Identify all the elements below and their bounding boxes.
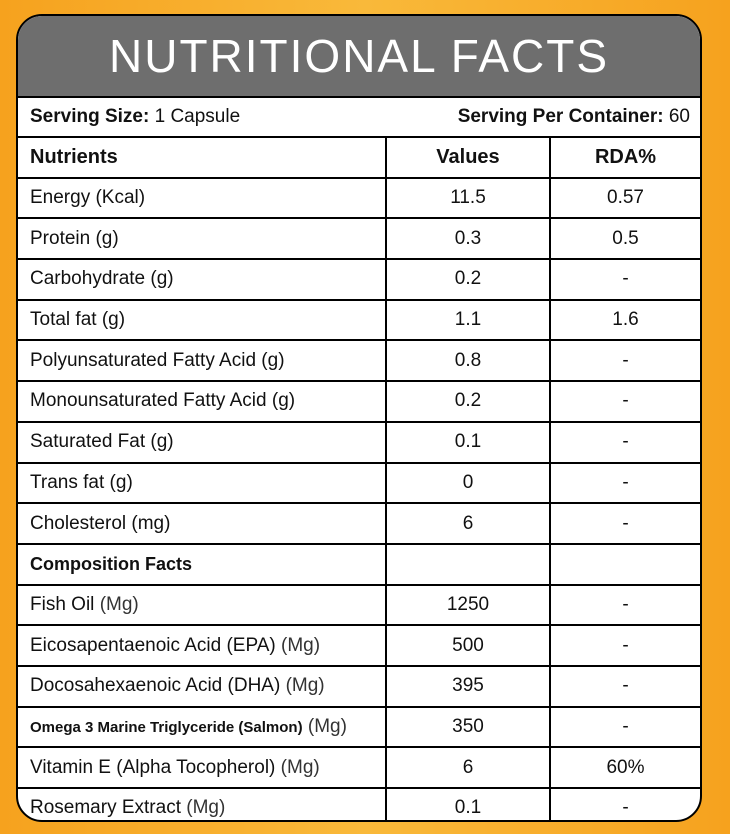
nutrient-value: 6 [386,503,551,545]
composition-label: Rosemary Extract [30,797,181,819]
nutrient-name: Saturated Fat (g) [18,421,387,464]
composition-value: 6 [386,747,551,789]
nutrient-rda: - [550,259,700,301]
nutrient-name: Total fat (g) [18,299,387,342]
composition-rda: - [550,665,700,708]
nutrient-rda: 1.6 [550,299,700,342]
composition-value: 1250 [386,584,551,627]
composition-unit: (Mg) [186,797,226,819]
nutrient-name: Monounsaturated Fatty Acid (g) [18,381,387,423]
composition-value: 500 [386,625,551,667]
table-row: Eicosapentaenoic Acid (EPA) (Mg) 500- [18,625,700,667]
serving-size: Serving Size: 1 Capsule [30,106,241,127]
nutrient-name: Trans fat (g) [18,462,387,505]
composition-label: Docosahexaenoic Acid (DHA) [30,675,281,697]
composition-name: Omega 3 Marine Triglyceride (Salmon) (Mg… [18,706,387,749]
composition-name: Rosemary Extract (Mg) [18,788,387,820]
nutrient-rda: - [550,462,700,505]
composition-label: Vitamin E (Alpha Tocopherol) [30,756,276,778]
section-title: Composition Facts [18,543,387,586]
composition-name: Fish Oil (Mg) [18,584,387,627]
nutrient-value: 1.1 [386,299,551,342]
page-title: NUTRITIONAL FACTS [18,16,700,98]
composition-unit: (Mg) [99,593,139,615]
nutrient-rda: - [550,421,700,464]
serving-per-container: Serving Per Container: 60 [457,106,690,127]
table-row: Polyunsaturated Fatty Acid (g) 0.8- [18,340,700,383]
table-row: Vitamin E (Alpha Tocopherol) (Mg) 6 60% [18,747,700,789]
table-row: Saturated Fat (g) 0.1- [18,421,700,464]
table-row: Trans fat (g) 0- [18,462,700,505]
composition-label: Eicosapentaenoic Acid (EPA) [30,634,276,656]
composition-value: 395 [386,665,551,708]
nutrient-rda: 0.5 [550,218,700,261]
table-row: Docosahexaenoic Acid (DHA) (Mg) 395- [18,665,700,708]
composition-name: Eicosapentaenoic Acid (EPA) (Mg) [18,625,387,667]
table-row: Fish Oil (Mg) 1250- [18,584,700,627]
nutrient-name: Polyunsaturated Fatty Acid (g) [18,340,387,383]
nutrient-value: 11.5 [386,177,551,220]
composition-name: Vitamin E (Alpha Tocopherol) (Mg) [18,747,387,789]
nutrient-value: 0.1 [386,421,551,464]
nutrient-value: 0.2 [386,259,551,301]
composition-unit: (Mg) [285,675,325,697]
nutrient-value: 0 [386,462,551,505]
nutrient-rda: 0.57 [550,177,700,220]
nutrient-value: 0.8 [386,340,551,383]
nutrient-name: Energy (Kcal) [18,177,387,220]
composition-rda: - [550,625,700,667]
composition-unit: (Mg) [280,756,320,778]
column-header-rda: RDA% [550,138,700,179]
table-row: Monounsaturated Fatty Acid (g) 0.2- [18,381,700,423]
nutrient-rda: - [550,340,700,383]
composition-value: 350 [386,706,551,749]
composition-label: Fish Oil [30,593,95,615]
nutrient-value: 0.2 [386,381,551,423]
nutrient-rda: - [550,503,700,545]
composition-unit: (Mg) [307,715,347,737]
section-empty-value [386,543,551,586]
column-header-values: Values [386,138,551,179]
serving-info: Serving Size: 1 Capsule Serving Per Cont… [18,98,700,138]
composition-value: 0.1 [386,788,551,820]
table-row: Omega 3 Marine Triglyceride (Salmon) (Mg… [18,706,700,749]
composition-rda: - [550,584,700,627]
nutrient-name: Protein (g) [18,218,387,261]
section-row: Composition Facts [18,543,700,586]
composition-rda: - [550,706,700,749]
nutrition-facts-panel: NUTRITIONAL FACTS Serving Size: 1 Capsul… [16,14,702,822]
nutrient-name: Carbohydrate (g) [18,259,387,301]
composition-rda: 60% [550,747,700,789]
composition-label: Omega 3 Marine Triglyceride (Salmon) [30,718,303,736]
table-row: Rosemary Extract (Mg) 0.1- [18,788,700,820]
nutrition-table: Nutrients Values RDA% Energy (Kcal) 11.5 0… [18,138,700,820]
nutrient-name: Cholesterol (mg) [18,503,387,545]
composition-unit: (Mg) [281,634,321,656]
table-row: Protein (g) 0.3 0.5 [18,218,700,261]
composition-name: Docosahexaenoic Acid (DHA) (Mg) [18,665,387,708]
table-row: Energy (Kcal) 11.5 0.57 [18,177,700,220]
composition-rda: - [622,797,629,819]
table-row: Cholesterol (mg) 6- [18,503,700,545]
nutrient-rda: - [550,381,700,423]
section-empty-rda [550,543,700,586]
table-row: Carbohydrate (g) 0.2- [18,259,700,301]
table-header-row: Nutrients Values RDA% [18,138,700,179]
table-row: Total fat (g) 1.1 1.6 [18,299,700,342]
column-header-nutrients: Nutrients [18,138,387,179]
nutrient-value: 0.3 [386,218,551,261]
